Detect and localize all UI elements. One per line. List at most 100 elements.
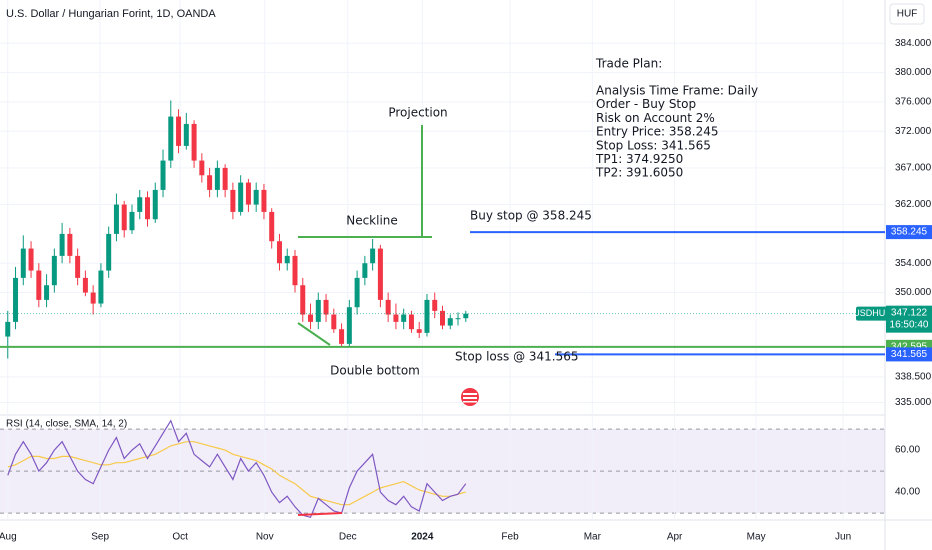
candle-body bbox=[432, 299, 438, 311]
rsi-line bbox=[7, 419, 467, 519]
y-tick-label: 354.000 bbox=[895, 258, 932, 269]
y-tick-label: 367.000 bbox=[895, 163, 932, 174]
candle-body bbox=[339, 329, 345, 344]
symbol-box bbox=[856, 306, 889, 321]
price-marker-label: 358.245 bbox=[891, 227, 928, 238]
candle-body bbox=[145, 197, 150, 220]
candle-body bbox=[408, 314, 414, 330]
candle-body bbox=[269, 211, 275, 242]
candle-body bbox=[44, 285, 50, 300]
candle-body bbox=[176, 116, 182, 146]
trade-plan-line: Entry Price: 358.245 bbox=[596, 125, 719, 139]
rsi-ma-line bbox=[7, 441, 466, 506]
candle-body bbox=[354, 277, 360, 308]
price-marker-box bbox=[886, 347, 932, 362]
x-tick-label: Aug bbox=[0, 532, 17, 543]
candle-body bbox=[315, 299, 321, 322]
trade-plan-line: Order - Buy Stop bbox=[596, 97, 696, 111]
x-tick-label: Apr bbox=[667, 532, 683, 543]
x-tick-label: 2024 bbox=[411, 532, 434, 543]
x-tick-label: Sep bbox=[91, 532, 109, 543]
stop-loss-label: Stop loss @ 341.565 bbox=[455, 350, 579, 364]
chart-title: U.S. Dollar / Hungarian Forint, 1D, OAND… bbox=[6, 8, 216, 20]
candle-body bbox=[129, 211, 135, 231]
candle-body bbox=[98, 270, 104, 304]
candles bbox=[5, 100, 469, 359]
candle-body bbox=[300, 285, 306, 315]
price-marker-label: 341.565 bbox=[891, 349, 928, 360]
candle-body bbox=[401, 314, 407, 322]
x-tick-label: Mar bbox=[584, 532, 602, 543]
grid bbox=[0, 0, 885, 520]
candle-body bbox=[36, 270, 42, 300]
candle-body bbox=[214, 167, 220, 190]
x-tick-label: Feb bbox=[501, 532, 519, 543]
rsi-label: RSI (14, close, SMA, 14, 2) bbox=[6, 419, 127, 430]
candle-body bbox=[308, 314, 314, 322]
currency-box bbox=[889, 3, 925, 25]
candle-body bbox=[455, 318, 461, 320]
candle-body bbox=[5, 321, 11, 337]
candle-body bbox=[90, 292, 96, 304]
trade-plan-line: Risk on Account 2% bbox=[596, 111, 715, 125]
candle-body bbox=[440, 310, 445, 326]
candle-body bbox=[323, 299, 329, 315]
candle-body bbox=[191, 123, 197, 161]
candle-body bbox=[183, 123, 189, 146]
candle-body bbox=[362, 263, 368, 278]
candle-body bbox=[230, 189, 236, 212]
candle-body bbox=[207, 175, 213, 190]
candle-body bbox=[276, 241, 282, 264]
y-tick-label: 384.000 bbox=[895, 38, 932, 49]
candle-body bbox=[160, 160, 166, 190]
candle-body bbox=[346, 307, 352, 344]
candle-body bbox=[51, 255, 57, 286]
candle-body bbox=[168, 116, 174, 161]
candle-body bbox=[253, 189, 259, 205]
price-marker-label: 342.595 bbox=[891, 341, 928, 352]
price-marker-box bbox=[886, 225, 932, 240]
candle-body bbox=[82, 277, 88, 293]
candle-body bbox=[75, 255, 81, 278]
candle-body bbox=[261, 189, 267, 212]
candle-body bbox=[121, 204, 127, 231]
candle-body bbox=[152, 189, 158, 220]
trade-plan-line: TP2: 391.6050 bbox=[595, 166, 683, 180]
x-tick-label: Jun bbox=[835, 532, 851, 543]
candle-body bbox=[416, 329, 422, 333]
candle-body bbox=[284, 255, 290, 264]
y-tick-label: 380.000 bbox=[895, 67, 932, 78]
candle-body bbox=[245, 182, 251, 205]
candle-body bbox=[20, 248, 26, 278]
currency: HUF bbox=[897, 9, 918, 20]
last-price-label: 347.122 bbox=[891, 307, 928, 318]
candle-body bbox=[106, 233, 112, 271]
y-tick-label: 372.000 bbox=[895, 126, 932, 137]
y-tick-label: 335.000 bbox=[895, 397, 932, 408]
candle-body bbox=[292, 255, 298, 286]
rsi-tick-label: 60.00 bbox=[895, 445, 920, 456]
double-bottom-line bbox=[297, 322, 331, 346]
candle-body bbox=[199, 160, 205, 176]
candle-body bbox=[463, 313, 469, 319]
neckline-label: Neckline bbox=[346, 214, 398, 228]
trade-plan: Trade Plan: Analysis Time Frame: DailyOrd… bbox=[595, 57, 758, 180]
trade-plan-line: Stop Loss: 341.565 bbox=[596, 138, 711, 152]
candle-body bbox=[13, 277, 19, 322]
candle-body bbox=[113, 204, 119, 234]
last-price-box bbox=[886, 305, 932, 333]
trade-plan-line: Trade Plan: bbox=[595, 57, 662, 71]
x-tick-label: Nov bbox=[256, 532, 274, 543]
double-bottom-label: Double bottom bbox=[330, 364, 420, 378]
y-tick-label: 376.000 bbox=[895, 97, 932, 108]
candle-body bbox=[222, 167, 228, 190]
candle-body bbox=[424, 299, 430, 333]
y-tick-label: 338.500 bbox=[895, 372, 932, 383]
countdown-label: 16:50:40 bbox=[890, 319, 929, 330]
x-tick-label: Oct bbox=[172, 532, 188, 543]
y-tick-label: 350.000 bbox=[895, 287, 932, 298]
rsi-background bbox=[0, 428, 885, 514]
